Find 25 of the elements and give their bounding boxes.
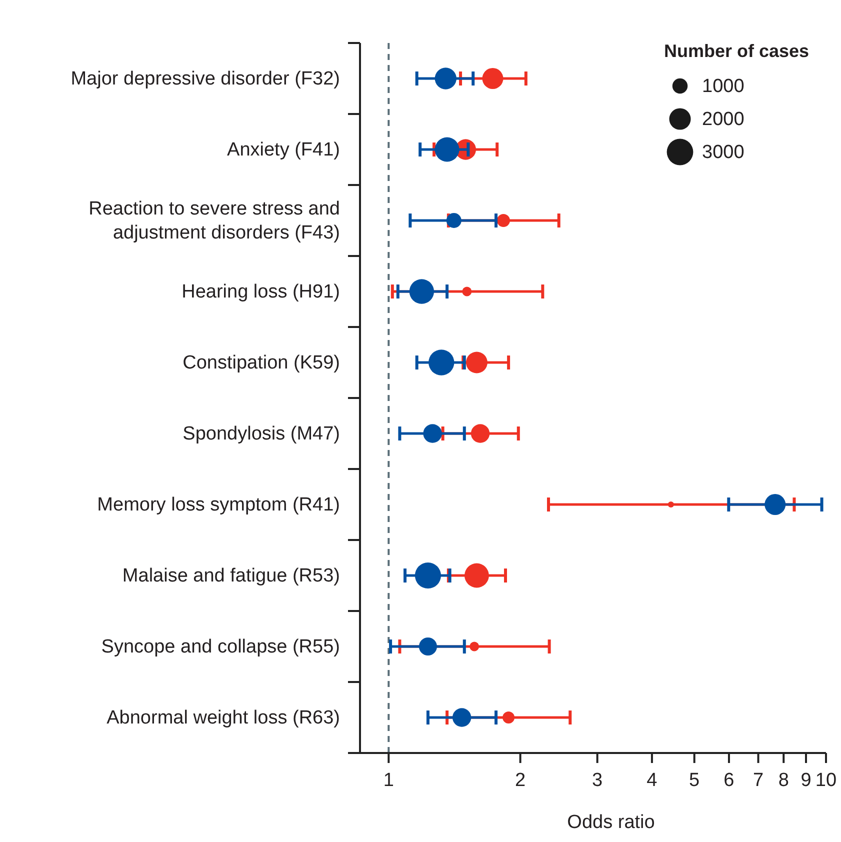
legend-title: Number of cases — [664, 41, 810, 61]
y-tick-label: Malaise and fatigue (R53) — [122, 566, 340, 586]
x-tick-label: 2 — [515, 770, 526, 791]
x-tick-label: 9 — [800, 770, 812, 791]
y-tick-label: Spondylosis (M47) — [182, 424, 340, 444]
y-tick-label: Abnormal weight loss (R63) — [106, 708, 340, 728]
x-tick-label: 4 — [646, 770, 658, 791]
y-tick-label: Major depressive disorder (F32) — [70, 68, 340, 90]
x-tick-label: 7 — [752, 770, 764, 791]
x-tick-label: 8 — [778, 770, 789, 791]
y-tick-label: Anxiety (F41) — [227, 140, 340, 160]
x-tick-label: 6 — [724, 770, 734, 791]
y-tick-label: Constipation (K59) — [182, 352, 340, 374]
y-tick-label: Reaction to severe stress and adjustment disorders (F43) — [88, 198, 340, 244]
x-tick-label: 10 — [815, 770, 837, 791]
y-tick-label: Hearing loss (H91) — [182, 282, 340, 302]
legend-label: 2000 — [702, 109, 744, 130]
y-tick-label: Syncope and collapse (R55) — [101, 636, 340, 658]
x-tick-label: 3 — [592, 770, 603, 791]
legend-label: 1000 — [702, 76, 744, 97]
legend-label: 3000 — [702, 142, 744, 163]
x-tick-label: 1 — [383, 770, 394, 791]
x-axis-title: Odds ratio — [567, 812, 655, 833]
y-tick-label: Memory loss symptom (R41) — [97, 494, 340, 516]
x-tick-label: 5 — [689, 770, 700, 791]
